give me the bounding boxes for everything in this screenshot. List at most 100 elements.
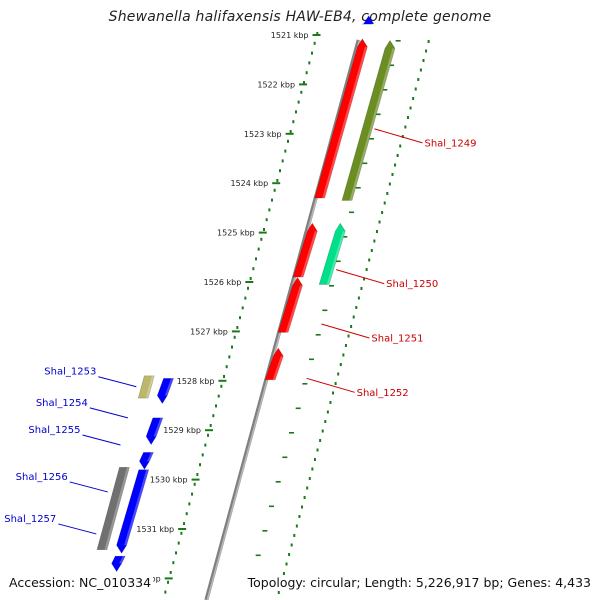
genome-title: Shewanella halifaxensis HAW-EB4, complet… [108, 9, 492, 25]
tick-dot [286, 139, 289, 143]
tick-dot [196, 473, 199, 476]
tick-label: 1529 kbp [163, 426, 201, 435]
tick-dot [217, 394, 220, 398]
tick-dot [252, 267, 255, 271]
gene-feature-shade [349, 48, 395, 201]
tick-dot [289, 130, 292, 133]
tick-dot [220, 384, 223, 388]
tick-dot [278, 169, 281, 173]
tick-label: 1528 kbp [177, 377, 215, 386]
track-dot [378, 220, 381, 224]
tick-dot [215, 404, 218, 408]
track-dot [339, 363, 342, 366]
track-dash [302, 383, 308, 385]
gene-label: Shal_1249 [424, 138, 476, 149]
gene-feature-shade [146, 452, 154, 462]
tick-dot [188, 502, 191, 506]
tick-dot [260, 237, 263, 241]
track-dot [344, 344, 347, 347]
track-dash [315, 334, 321, 336]
track-dot [334, 382, 337, 385]
track-dot [425, 49, 428, 53]
gene-feature-shade [300, 231, 318, 278]
tick-dot [209, 424, 212, 427]
gene-feature-shade [124, 469, 149, 546]
tick-dot [257, 247, 260, 251]
track-dot [357, 296, 360, 300]
gene-label-leader [321, 323, 370, 339]
tick-label: 1525 kbp [217, 229, 255, 238]
track-dash [368, 138, 374, 140]
gene-feature-shade [119, 556, 126, 564]
gene-label: Shal_1252 [357, 388, 409, 399]
tick-dot [276, 179, 279, 182]
gene-label-leader [89, 407, 128, 419]
tick-dot [212, 414, 215, 418]
gene-feature-shade [322, 46, 368, 199]
tick-dot [233, 335, 236, 339]
track-dash [295, 407, 301, 410]
tick-dot [193, 482, 196, 486]
track-dot [404, 125, 407, 129]
tick-label: 1522 kbp [257, 80, 295, 89]
track-dot [381, 211, 384, 214]
gene-label: Shal_1254 [36, 398, 88, 409]
track-dot [329, 401, 332, 404]
gene-features [96, 15, 396, 573]
track-dot [401, 135, 404, 138]
tick-dot [302, 81, 305, 84]
tick-dot [244, 296, 247, 300]
tick-dot [231, 345, 234, 349]
track-dot [396, 154, 399, 157]
track-dash [382, 89, 388, 91]
track-dot [316, 448, 319, 452]
track-dot [427, 40, 430, 43]
track-dash [322, 309, 328, 312]
track-dot [352, 315, 355, 319]
gene-feature-shade [104, 467, 130, 550]
track-dot [308, 477, 311, 480]
track-dot [373, 239, 376, 243]
track-dot [360, 287, 363, 290]
gene-label: Shal_1255 [28, 425, 80, 436]
gene-feature-shade [272, 356, 284, 380]
tick-dot [297, 100, 300, 104]
track-dash [342, 236, 348, 238]
tick-label: 1526 kbp [204, 278, 242, 287]
gene-feature-blue [139, 452, 154, 470]
gene-label-leader [58, 523, 97, 535]
track-dash [262, 530, 268, 532]
track-dot [295, 524, 298, 528]
gene-label-leader [306, 377, 355, 393]
tick-dot [247, 286, 250, 290]
gene-labels: Shal_1249 Shal_1250 Shal_1251 Shal_1252 Shal… [4, 128, 477, 535]
tick-dot [308, 61, 311, 65]
track-dot [347, 334, 350, 338]
tick-dot [180, 531, 183, 535]
track-dash [329, 285, 334, 287]
gene-label: Shal_1256 [16, 472, 68, 483]
tick-dot [300, 90, 303, 94]
tick-dot [207, 433, 210, 437]
track-dot [290, 543, 293, 547]
genome-summary-text: Topology: circular; Length: 5,226,917 bp… [243, 575, 591, 590]
gene-feature-red [277, 276, 303, 333]
track-dot [288, 553, 291, 556]
track-dot [417, 78, 420, 81]
gene-feature-olive [341, 39, 396, 201]
gene-feature-shade [153, 417, 163, 437]
gene-label: Shal_1253 [44, 367, 96, 378]
gene-label-leader [82, 434, 121, 446]
track-dash [348, 211, 354, 214]
track-dot [375, 230, 378, 233]
tick-dot [175, 551, 178, 555]
tick-dot [172, 561, 175, 565]
track-dot [370, 249, 373, 252]
tick-dot [183, 522, 186, 525]
track-dot [313, 458, 316, 461]
tick-dot [223, 375, 226, 378]
track-dot [285, 562, 288, 566]
tick-dot [201, 453, 204, 457]
tick-dot [228, 355, 231, 359]
